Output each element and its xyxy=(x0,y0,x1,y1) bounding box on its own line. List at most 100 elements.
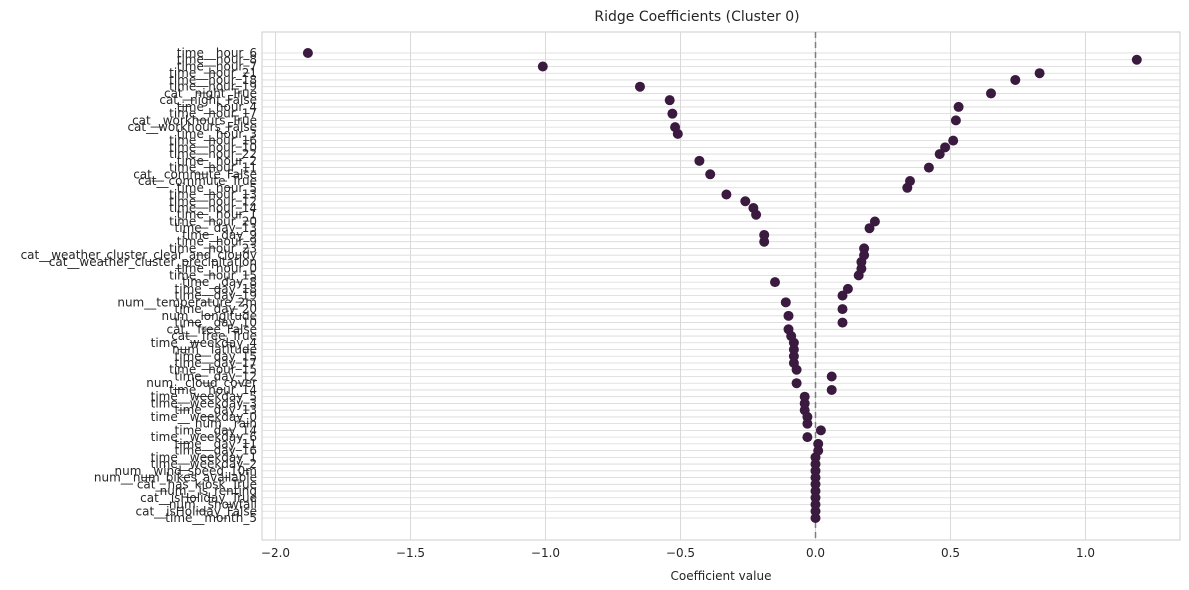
coefficient-point xyxy=(950,115,961,126)
coefficient-point xyxy=(751,209,762,220)
y-tick-label: cat__workhours_False xyxy=(127,120,257,134)
coefficient-point xyxy=(664,95,675,106)
x-tick-label: −0.5 xyxy=(666,546,695,560)
y-tick-label: time__hour_17 xyxy=(169,107,257,121)
x-tick-label: −1.0 xyxy=(531,546,560,560)
x-axis-label: Coefficient value xyxy=(671,569,772,583)
y-tick-label: time__day_9 xyxy=(182,228,257,242)
y-tick-label: time__weekday_4 xyxy=(151,336,257,350)
coefficient-point xyxy=(948,135,959,146)
y-tick-label: time__month_5 xyxy=(165,511,257,525)
coefficient-point xyxy=(667,108,678,119)
coefficient-point xyxy=(953,101,964,112)
horizontal-gridlines xyxy=(262,52,1180,519)
y-tick-label: time__hour_18 xyxy=(169,73,257,87)
y-tick-label: time__hour_5 xyxy=(177,181,257,195)
y-tick-label: cat__has_kiosk_True xyxy=(137,477,257,491)
y-tick-label: time__hour_9 xyxy=(177,235,257,249)
y-tick-label: time__weekday_0 xyxy=(151,410,257,424)
coefficient-point xyxy=(759,236,770,247)
y-tick-label: cat__free_True xyxy=(171,329,257,343)
y-tick-label: time__day_18 xyxy=(175,282,257,296)
x-tick-label: 1.0 xyxy=(1076,546,1095,560)
y-tick-label: time__day_13 xyxy=(175,221,257,235)
y-tick-label: time__weekday_1 xyxy=(151,450,257,464)
coefficient-point xyxy=(826,384,837,395)
y-tick-label: time__day_20 xyxy=(175,302,257,316)
y-tick-label: num__latitude xyxy=(172,343,257,357)
y-tick-label: cat__isHoliday_True xyxy=(140,491,257,505)
coefficient-point xyxy=(672,128,683,139)
coefficient-point xyxy=(721,189,732,200)
y-tick-label: num__longitude xyxy=(162,309,257,323)
coefficient-point xyxy=(740,196,751,207)
y-tick-label: time__day_12 xyxy=(175,369,257,383)
y-tick-label: time__day_14 xyxy=(175,423,257,437)
x-tick-label: −1.5 xyxy=(396,546,425,560)
coefficient-point xyxy=(783,310,794,321)
y-tick-label: num__rain xyxy=(195,417,257,431)
y-tick-label: time__day_19 xyxy=(175,289,257,303)
y-tick-label: time__hour_11 xyxy=(169,161,257,175)
y-tick-label: time__hour_22 xyxy=(169,147,257,161)
y-tick-label: time__weekday_6 xyxy=(151,430,257,444)
coefficient-point xyxy=(986,88,996,99)
y-tick-label: time__weekday_3 xyxy=(151,396,257,410)
y-tick-label: cat__night_True xyxy=(164,86,257,100)
coefficient-point xyxy=(791,378,802,389)
coefficient-point xyxy=(837,290,848,301)
coefficient-point xyxy=(1010,74,1021,85)
plot-area xyxy=(261,31,1181,541)
y-tick-label: time__hour_16 xyxy=(169,134,257,148)
x-tick-labels: −2.0 −1.5 −1.0 −0.5 0.0 0.5 1.0 xyxy=(261,546,1095,560)
coefficient-point xyxy=(837,317,848,328)
y-tick-label: time__hour_23 xyxy=(169,241,257,255)
y-tick-label: time__hour_1 xyxy=(177,208,257,222)
y-tick-label: time__hour_3 xyxy=(177,127,257,141)
y-tick-label: cat__weather_cluster_precipitation xyxy=(49,255,257,269)
y-tick-label: time__day_15 xyxy=(175,349,257,363)
y-tick-label: cat__workhours_True xyxy=(132,113,257,127)
y-tick-label: time__hour_4 xyxy=(177,100,257,114)
coefficient-point xyxy=(934,149,945,160)
coefficient-point xyxy=(864,223,875,234)
coefficient-point xyxy=(1131,54,1142,65)
coefficient-point xyxy=(802,432,813,443)
coefficient-point xyxy=(923,162,934,173)
y-tick-label: time__hour_10 xyxy=(169,140,257,154)
coefficient-point xyxy=(1034,68,1045,79)
x-tick-label: 0.5 xyxy=(941,546,960,560)
coefficient-point xyxy=(635,81,645,92)
y-tick-labels: time__hour_6time__hour_8time__hour_7time… xyxy=(21,46,257,525)
y-tick-label: time__hour_14 xyxy=(169,383,257,397)
y-tick-label: time__hour_0 xyxy=(177,262,257,276)
y-tick-label: num__snowfall xyxy=(169,498,257,512)
y-tick-label: time__hour_21 xyxy=(169,66,257,80)
y-tick-label: time__day_10 xyxy=(175,316,257,330)
coefficient-point xyxy=(780,297,791,308)
y-tick-label: time__hour_20 xyxy=(169,214,257,228)
y-tick-label: time__hour_6 xyxy=(177,46,257,60)
y-tick-label: time__weekday_5 xyxy=(151,390,257,404)
coefficient-points xyxy=(302,48,1142,523)
chart-title: Ridge Coefficients (Cluster 0) xyxy=(594,9,799,25)
y-tick-label: num__is_renting xyxy=(160,484,257,498)
y-tick-label: cat__night_False xyxy=(159,93,257,107)
coefficient-point xyxy=(853,270,864,281)
y-tick-label: cat__commute_False xyxy=(133,167,257,181)
x-tick-label: 0.0 xyxy=(806,546,825,560)
y-tick-label: time__hour_19 xyxy=(169,80,257,94)
y-tick-label: time__day_8 xyxy=(182,275,257,289)
coefficient-point xyxy=(770,277,780,288)
coefficient-point xyxy=(902,182,913,193)
y-tick-label: cat__commute_True xyxy=(138,174,257,188)
y-tick-label: num__cloud_cover xyxy=(146,376,257,390)
y-tick-label: time__day_11 xyxy=(175,437,257,451)
y-tick-label: time__hour_7 xyxy=(177,59,257,73)
y-tick-label: time__day_16 xyxy=(175,444,257,458)
y-tick-label: time__hour_14 xyxy=(169,201,257,215)
x-tick-label: −2.0 xyxy=(261,546,290,560)
y-tick-label: num__wind_speed_10m xyxy=(115,464,257,478)
coefficient-point xyxy=(302,48,313,58)
